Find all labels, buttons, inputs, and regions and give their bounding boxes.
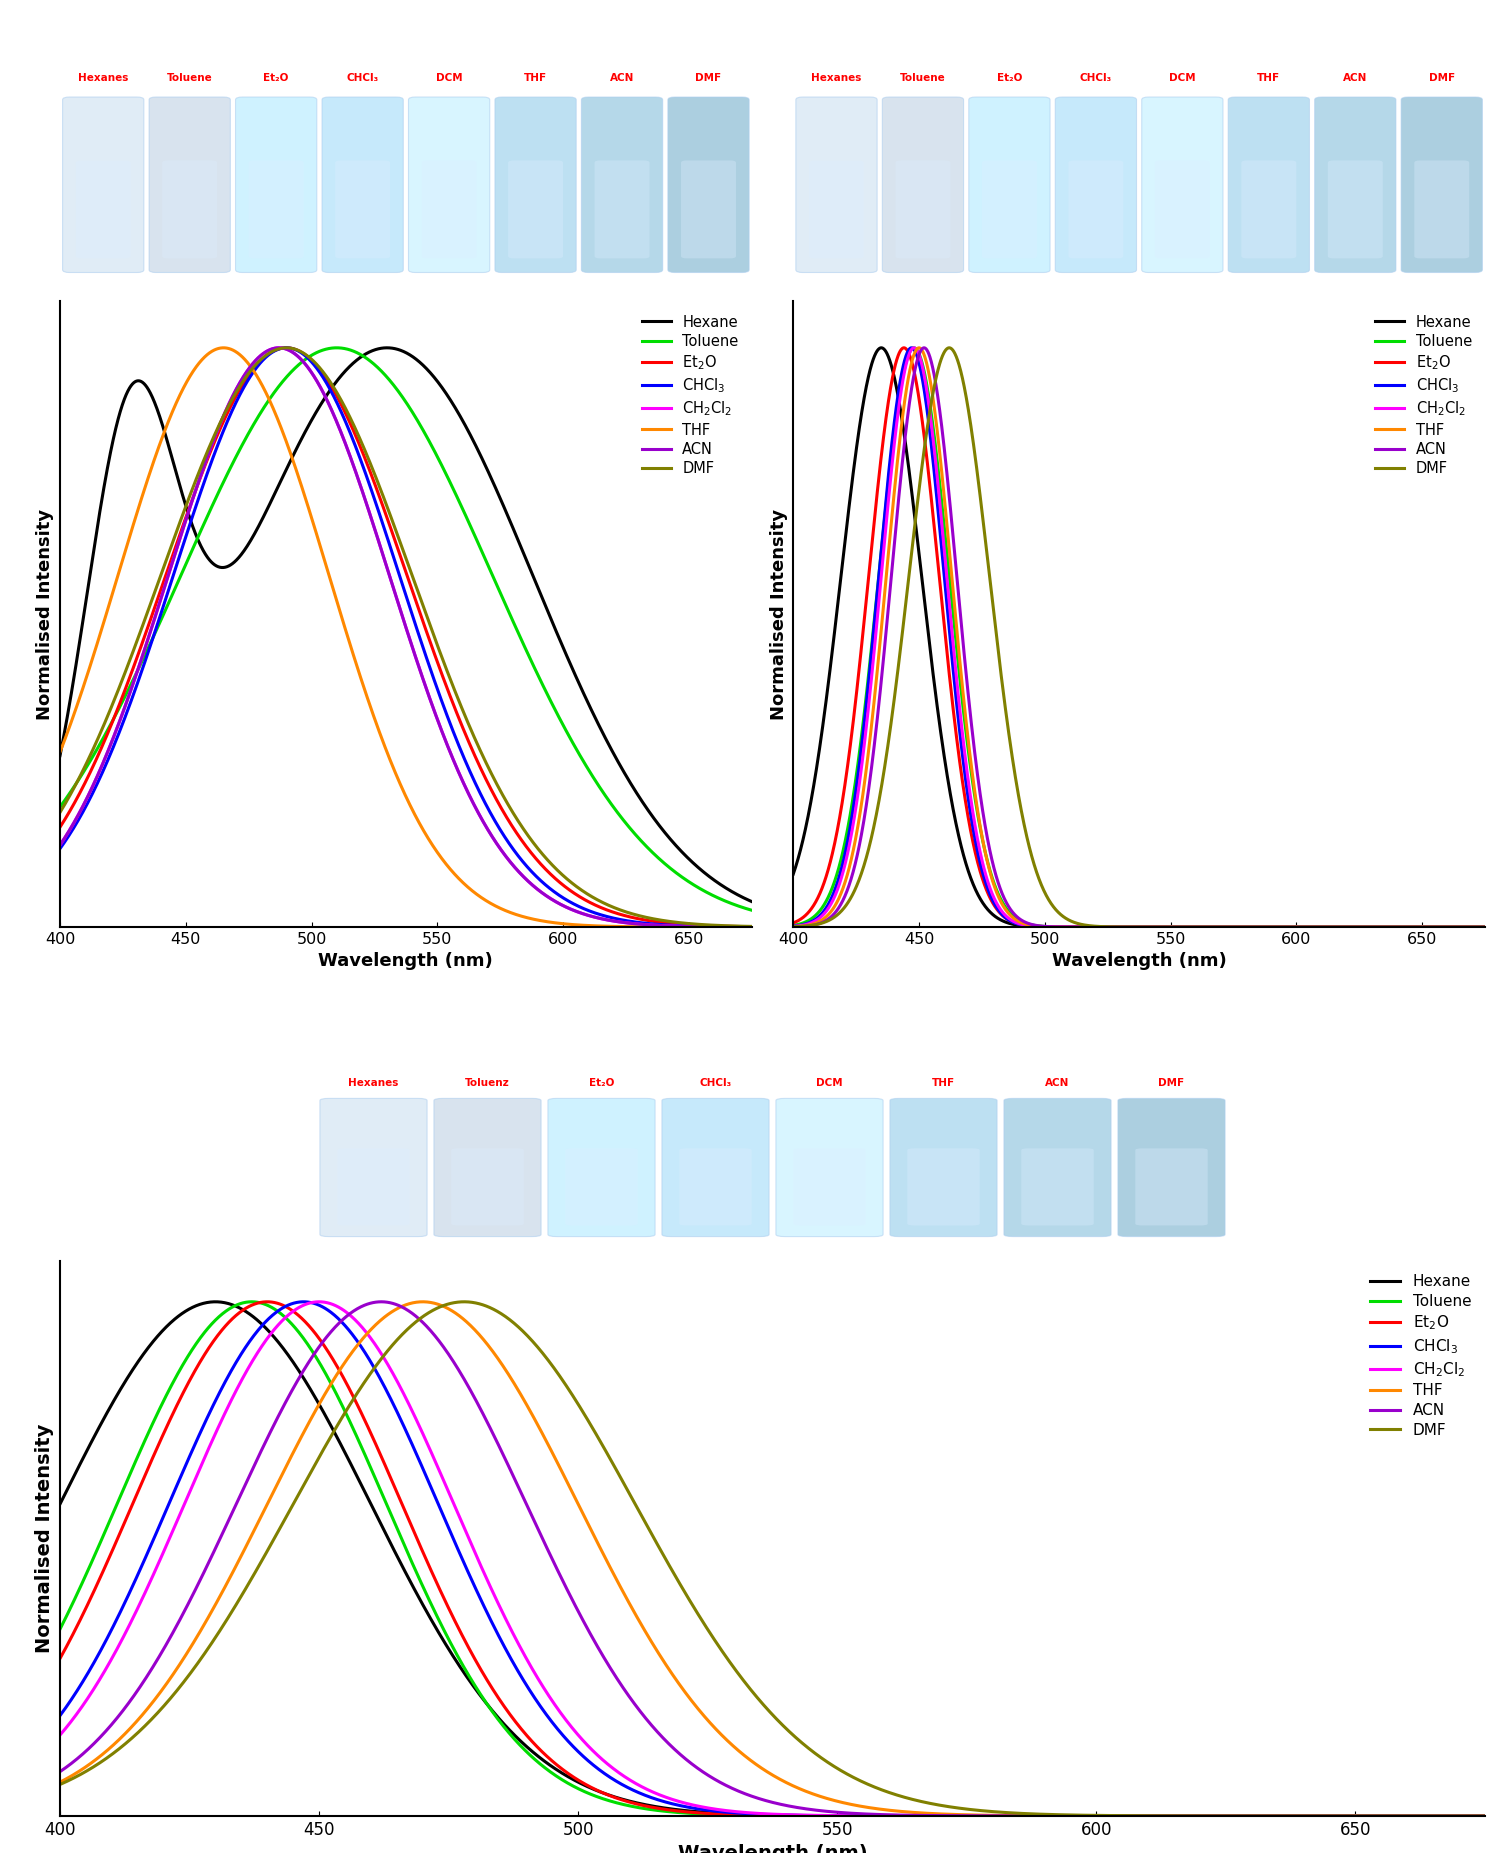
Legend: Hexane, Toluene, Et$_2$O, CHCl$_3$, CH$_2$Cl$_2$, THF, ACN, DMF: Hexane, Toluene, Et$_2$O, CHCl$_3$, CH$_… [1370,309,1478,482]
FancyBboxPatch shape [509,161,562,258]
FancyBboxPatch shape [1155,161,1210,258]
Legend: Hexane, Toluene, Et$_2$O, CHCl$_3$, CH$_2$Cl$_2$, THF, ACN, DMF: Hexane, Toluene, Et$_2$O, CHCl$_3$, CH$_… [636,309,744,482]
X-axis label: Wavelength (nm): Wavelength (nm) [1052,952,1227,971]
FancyBboxPatch shape [1328,161,1383,258]
Text: CHCl₃: CHCl₃ [346,74,380,83]
FancyBboxPatch shape [776,1099,883,1236]
Text: Et₂O: Et₂O [996,74,1022,83]
Text: THF: THF [932,1078,956,1088]
FancyBboxPatch shape [794,1149,865,1225]
Text: THF: THF [524,74,548,83]
FancyBboxPatch shape [1118,1099,1226,1236]
FancyBboxPatch shape [334,161,390,258]
Text: Hexanes: Hexanes [348,1078,399,1088]
FancyBboxPatch shape [422,161,477,258]
X-axis label: Wavelength (nm): Wavelength (nm) [678,1844,867,1853]
FancyBboxPatch shape [668,96,748,272]
FancyBboxPatch shape [1004,1099,1112,1236]
FancyBboxPatch shape [680,1149,752,1225]
FancyBboxPatch shape [63,96,144,272]
FancyBboxPatch shape [908,1149,980,1225]
FancyBboxPatch shape [320,1099,428,1236]
FancyBboxPatch shape [1142,96,1222,272]
FancyBboxPatch shape [408,96,489,272]
FancyBboxPatch shape [1228,96,1310,272]
Text: Toluene: Toluene [166,74,213,83]
FancyBboxPatch shape [566,1149,638,1225]
Text: CHCl₃: CHCl₃ [1080,74,1112,83]
FancyBboxPatch shape [1068,161,1124,258]
Text: DCM: DCM [816,1078,843,1088]
Text: DCM: DCM [1168,74,1196,83]
Legend: Hexane, Toluene, Et$_2$O, CHCl$_3$, CH$_2$Cl$_2$, THF, ACN, DMF: Hexane, Toluene, Et$_2$O, CHCl$_3$, CH$_… [1364,1267,1478,1443]
FancyBboxPatch shape [148,96,231,272]
FancyBboxPatch shape [322,96,404,272]
FancyBboxPatch shape [338,1149,410,1225]
FancyBboxPatch shape [1242,161,1296,258]
FancyBboxPatch shape [1414,161,1468,258]
Text: Toluenz: Toluenz [465,1078,510,1088]
FancyBboxPatch shape [433,1099,542,1236]
Text: Hexanes: Hexanes [78,74,129,83]
Text: Et₂O: Et₂O [590,1078,613,1088]
Text: Et₂O: Et₂O [264,74,290,83]
FancyBboxPatch shape [452,1149,524,1225]
FancyBboxPatch shape [548,1099,656,1236]
Text: Hexanes: Hexanes [812,74,861,83]
FancyBboxPatch shape [594,161,650,258]
Text: DMF: DMF [696,74,721,83]
Text: ACN: ACN [610,74,634,83]
FancyBboxPatch shape [796,96,877,272]
Y-axis label: Normalised Intensity: Normalised Intensity [36,1423,54,1653]
Y-axis label: Normalised Intensity: Normalised Intensity [770,510,788,719]
Text: ACN: ACN [1046,1078,1070,1088]
FancyBboxPatch shape [162,161,218,258]
FancyBboxPatch shape [969,96,1050,272]
Y-axis label: Normalised Intensity: Normalised Intensity [36,510,54,719]
X-axis label: Wavelength (nm): Wavelength (nm) [318,952,494,971]
Text: DCM: DCM [436,74,462,83]
Text: DMF: DMF [1158,1078,1185,1088]
FancyBboxPatch shape [1136,1149,1208,1225]
Text: THF: THF [1257,74,1281,83]
FancyBboxPatch shape [808,161,864,258]
FancyBboxPatch shape [890,1099,998,1236]
FancyBboxPatch shape [1056,96,1137,272]
Text: Toluene: Toluene [900,74,946,83]
FancyBboxPatch shape [882,96,963,272]
FancyBboxPatch shape [1022,1149,1094,1225]
FancyBboxPatch shape [495,96,576,272]
Text: DMF: DMF [1428,74,1455,83]
Text: ACN: ACN [1342,74,1368,83]
FancyBboxPatch shape [662,1099,770,1236]
FancyBboxPatch shape [1314,96,1396,272]
FancyBboxPatch shape [582,96,663,272]
FancyBboxPatch shape [681,161,736,258]
FancyBboxPatch shape [236,96,316,272]
FancyBboxPatch shape [249,161,303,258]
FancyBboxPatch shape [982,161,1036,258]
FancyBboxPatch shape [76,161,130,258]
Text: CHCl₃: CHCl₃ [699,1078,732,1088]
FancyBboxPatch shape [1401,96,1482,272]
FancyBboxPatch shape [896,161,951,258]
